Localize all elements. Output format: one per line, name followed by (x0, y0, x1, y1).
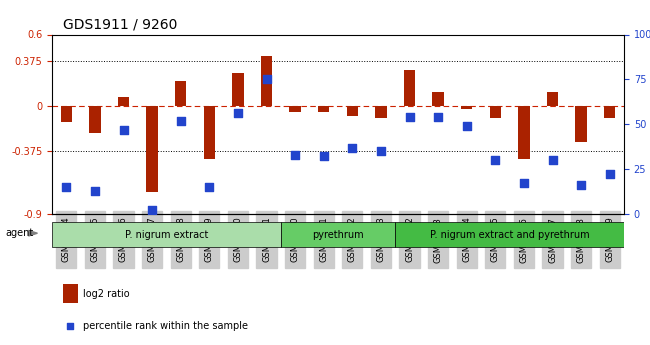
Bar (547, 92, 558, 106)
Point (347, 145, 358, 150)
Text: P. nigrum extract: P. nigrum extract (125, 230, 208, 239)
Bar (232, 73, 244, 106)
Text: percentile rank within the sample: percentile rank within the sample (83, 321, 248, 331)
Point (318, 154, 329, 159)
Bar (404, 70, 415, 106)
FancyBboxPatch shape (52, 222, 281, 247)
Bar (489, 106, 501, 118)
Bar (64, 284, 78, 303)
Point (65, 323, 75, 329)
FancyBboxPatch shape (395, 222, 624, 247)
Point (233, 111, 243, 116)
Point (176, 118, 186, 124)
Bar (461, 106, 473, 109)
Bar (432, 92, 444, 106)
Point (462, 123, 472, 129)
Point (90, 188, 100, 193)
FancyBboxPatch shape (281, 222, 395, 247)
Text: agent: agent (5, 228, 33, 238)
Point (547, 157, 558, 163)
Point (261, 77, 272, 82)
Bar (60, 106, 72, 122)
Bar (604, 106, 616, 118)
Point (519, 181, 529, 186)
Bar (518, 106, 530, 159)
Point (118, 127, 129, 132)
Bar (203, 106, 215, 159)
Point (204, 184, 214, 190)
Bar (146, 106, 158, 193)
Bar (318, 106, 330, 112)
Point (604, 172, 615, 177)
Point (576, 183, 586, 188)
Point (61, 184, 72, 190)
Text: GDS1911 / 9260: GDS1911 / 9260 (64, 18, 178, 32)
Bar (289, 106, 301, 112)
Bar (575, 106, 587, 142)
Bar (346, 106, 358, 116)
Point (404, 114, 415, 120)
Text: pyrethrum: pyrethrum (312, 230, 364, 239)
Text: log2 ratio: log2 ratio (83, 289, 130, 299)
Polygon shape (29, 230, 38, 236)
Point (290, 152, 300, 157)
Bar (375, 106, 387, 118)
Bar (118, 97, 129, 106)
Point (433, 114, 443, 120)
Point (147, 208, 157, 213)
Bar (89, 106, 101, 132)
Point (376, 148, 386, 154)
Bar (261, 56, 272, 106)
Text: P. nigrum extract and pyrethrum: P. nigrum extract and pyrethrum (430, 230, 590, 239)
Point (490, 157, 501, 163)
Bar (175, 81, 187, 106)
